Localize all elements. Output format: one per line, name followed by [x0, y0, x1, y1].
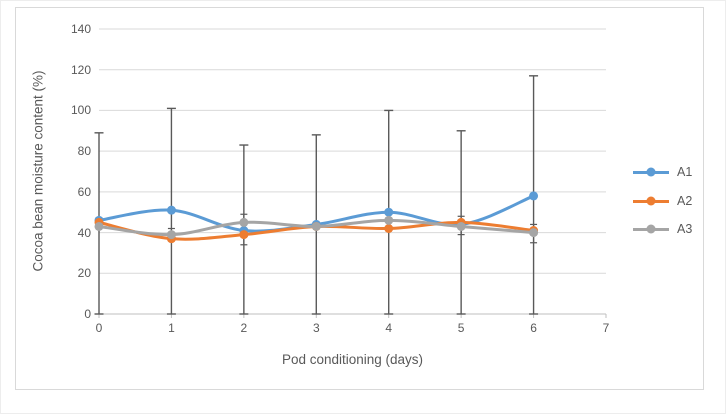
x-tick-label: 7 — [602, 321, 610, 335]
legend-item-a1: A1 — [633, 164, 692, 180]
series-marker-a3 — [384, 215, 394, 225]
y-tick-label: 140 — [70, 22, 91, 36]
chart-svg — [94, 28, 607, 318]
series-marker-a1 — [384, 207, 394, 217]
series-marker-a3 — [529, 228, 539, 238]
legend-label: A2 — [677, 194, 693, 208]
legend-item-a3: A3 — [633, 221, 692, 237]
plot-area — [94, 28, 607, 318]
x-tick-label: 6 — [530, 321, 537, 335]
x-tick-label: 3 — [312, 321, 320, 335]
legend-line-sample — [633, 167, 669, 177]
series-marker-a3 — [456, 221, 466, 231]
series-marker-a3 — [311, 221, 321, 231]
x-tick-label: 0 — [95, 321, 103, 335]
series-marker-a1 — [166, 205, 176, 215]
x-tick-label: 5 — [457, 321, 465, 335]
series-marker-a3 — [94, 221, 104, 231]
legend-marker-icon — [646, 224, 656, 234]
chart-frame — [15, 7, 704, 390]
series-marker-a2 — [384, 224, 394, 233]
legend-label: A1 — [677, 165, 693, 179]
y-tick-label: 100 — [70, 103, 91, 118]
x-tick-label: 2 — [240, 321, 248, 335]
x-tick-label: 4 — [385, 321, 393, 335]
series-marker-a2 — [239, 230, 249, 240]
x-tick-label: 1 — [168, 321, 175, 335]
legend-line-sample — [633, 224, 669, 234]
legend-marker-icon — [646, 167, 656, 177]
series-marker-a1 — [529, 191, 539, 201]
y-tick-label: 80 — [77, 144, 91, 159]
y-tick-label: 0 — [84, 307, 91, 321]
series-marker-a3 — [166, 230, 176, 240]
y-axis-title: Cocoa bean moisture content (%) — [30, 70, 46, 272]
legend-item-a2: A2 — [633, 193, 692, 209]
x-axis-title: Pod conditioning (days) — [281, 352, 424, 367]
y-tick-label: 40 — [77, 225, 91, 240]
legend-marker-icon — [646, 196, 656, 206]
legend-label: A3 — [677, 222, 693, 236]
y-tick-label: 60 — [77, 184, 91, 199]
y-tick-label: 20 — [77, 266, 91, 281]
legend-line-sample — [633, 196, 669, 206]
series-marker-a3 — [239, 217, 249, 227]
y-tick-label: 120 — [70, 62, 91, 77]
